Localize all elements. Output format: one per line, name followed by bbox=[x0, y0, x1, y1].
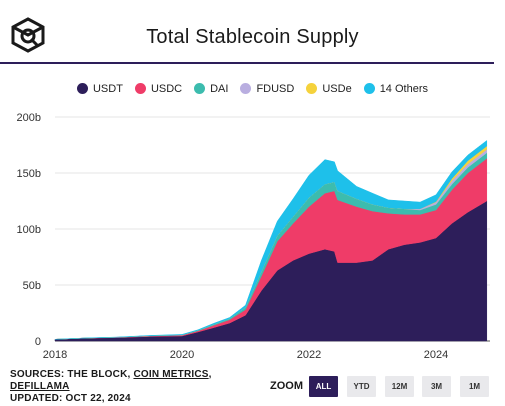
sources-prefix: SOURCES: THE BLOCK, bbox=[10, 369, 134, 380]
legend-item-usdt[interactable]: USDT bbox=[76, 83, 123, 95]
sources-text: SOURCES: THE BLOCK, COIN METRICS, DEFILL… bbox=[10, 369, 212, 405]
legend-dot-icon bbox=[194, 83, 206, 94]
defillama-link[interactable]: DEFILLAMA bbox=[10, 381, 70, 392]
x-tick-label: 2020 bbox=[170, 349, 194, 360]
page-title: Total Stablecoin Supply bbox=[146, 26, 359, 48]
chart-header: Total Stablecoin Supply bbox=[0, 0, 505, 64]
zoom-3m-button[interactable]: 3M bbox=[422, 376, 451, 397]
y-tick-label: 50b bbox=[23, 280, 41, 292]
legend-label: DAI bbox=[210, 83, 229, 95]
legend-dot-icon bbox=[306, 83, 318, 94]
zoom-label: ZOOM bbox=[270, 380, 303, 392]
chart-legend: USDT USDC DAI FDUSD USDe 14 Others bbox=[0, 83, 505, 95]
x-tick-label: 2022 bbox=[297, 349, 321, 360]
x-tick-label: 2024 bbox=[424, 349, 448, 360]
legend-dot-icon bbox=[363, 83, 375, 94]
legend-item-dai[interactable]: DAI bbox=[194, 83, 228, 95]
header-divider bbox=[0, 62, 494, 64]
legend-label: FDUSD bbox=[256, 83, 295, 95]
legend-dot-icon bbox=[134, 83, 146, 94]
the-block-cube-logo-icon[interactable] bbox=[10, 17, 46, 53]
legend-label: 14 Others bbox=[379, 83, 428, 95]
y-tick-label: 150b bbox=[17, 168, 41, 180]
zoom-ytd-button[interactable]: YTD bbox=[347, 376, 376, 397]
legend-item-fdusd[interactable]: FDUSD bbox=[240, 83, 294, 95]
legend-label: USDC bbox=[150, 83, 183, 95]
area-series-14-others[interactable] bbox=[54, 139, 488, 340]
y-tick-label: 200b bbox=[17, 112, 41, 124]
y-tick-label: 0 bbox=[35, 336, 41, 348]
legend-item-usdc[interactable]: USDC bbox=[134, 83, 183, 95]
x-tick-label: 2018 bbox=[43, 349, 67, 360]
legend-label: USDe bbox=[322, 83, 352, 95]
y-tick-label: 100b bbox=[17, 224, 41, 236]
legend-dot-icon bbox=[240, 83, 252, 94]
legend-item-14-others[interactable]: 14 Others bbox=[363, 83, 428, 95]
legend-label: USDT bbox=[92, 83, 123, 95]
coin-metrics-link[interactable]: COIN METRICS bbox=[133, 369, 209, 380]
sources-separator: , bbox=[208, 369, 212, 380]
zoom-12m-button[interactable]: 12M bbox=[385, 376, 414, 397]
legend-dot-icon bbox=[76, 83, 88, 94]
stacked-area-chart: 0 50b 100b 150b 200b 2018 2020 2022 2024 bbox=[17, 112, 490, 360]
updated-date: UPDATED: OCT 22, 2024 bbox=[10, 393, 131, 404]
legend-item-usde[interactable]: USDe bbox=[306, 83, 352, 95]
zoom-1m-button[interactable]: 1M bbox=[460, 376, 489, 397]
zoom-all-button[interactable]: ALL bbox=[309, 376, 338, 397]
